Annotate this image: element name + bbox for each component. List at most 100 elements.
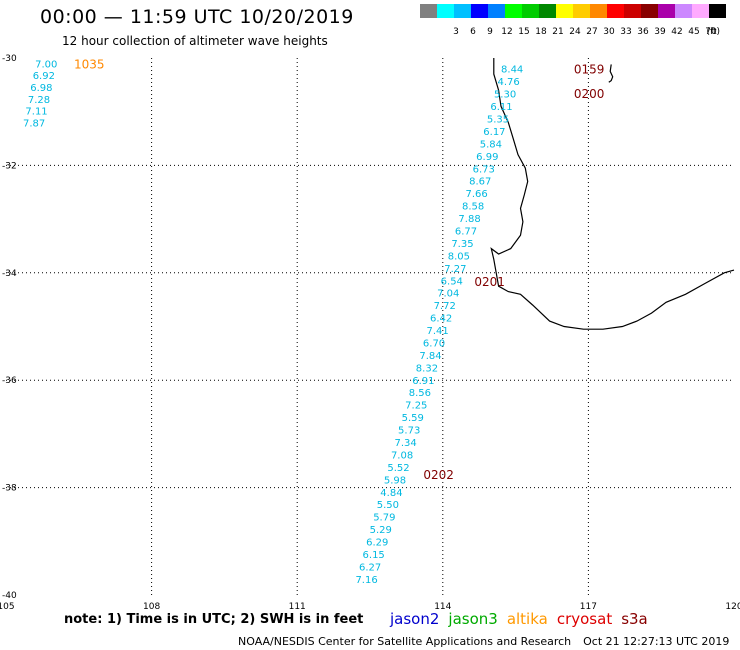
legend-altika: altika [506,610,548,628]
jason3-swh-value: 4.84 [380,488,402,499]
colorbar-swatch [556,4,573,18]
colorbar-swatch [488,4,505,18]
altika-swh-value: 7.87 [23,118,45,129]
lat-lon-grid [6,58,734,595]
jason3-swh-value: 6.15 [363,550,385,561]
lon-tick-label: 108 [143,602,160,612]
colorbar-swatch [573,4,590,18]
jason3-swh-value: 7.41 [426,326,448,337]
colorbar-swatch [658,4,675,18]
colorbar-swatch [607,4,624,18]
lat-tick-label: -34 [2,269,17,279]
jason3-swh-value: 5.29 [370,525,392,536]
legend-cryosat: cryosat [556,610,613,628]
lon-tick-label: 120 [725,602,740,612]
coastline [490,58,735,330]
jason3-swh-value: 5.50 [377,500,399,511]
wave-height-colorbar: 3 6 9 12 15 18 21 24 27 30 33 36 39 42 45 70(ft) [420,4,726,37]
colorbar-swatch [675,4,692,18]
colorbar-tick-label: 30 [603,27,615,37]
australia-coastline [490,58,735,330]
jason3-swh-value: 6.73 [473,164,495,175]
jason3-swh-value: 8.05 [448,251,470,262]
altika-swh-value: 6.92 [33,71,55,82]
colorbar-tick-label: 9 [487,27,493,37]
jason3-swh-value: 8.32 [416,363,438,374]
jason3-swh-value: 7.84 [419,351,441,362]
colorbar-tick-label: 21 [552,27,563,37]
altika-swh-value: 7.00 [35,59,57,70]
jason3-swh-value: 5.84 [480,139,502,150]
jason3-swh-value: 7.88 [458,214,480,225]
jason3-swh-value: 6.54 [441,276,463,287]
jason3-swh-value: 7.27 [444,264,466,275]
units-note: note: 1) Time is in UTC; 2) SWH is in fe… [64,612,364,627]
jason3-swh-value: 6.27 [359,562,381,573]
jason3-swh-value: 6.91 [412,376,434,387]
jason3-swh-value: 5.79 [373,513,395,524]
jason3-swh-value: 6.42 [430,314,452,325]
jason3-swh-value: 6.70 [423,338,445,349]
colorbar-tick-label: 36 [637,27,649,37]
colorbar-swatch [454,4,471,18]
jason3-swh-value: 6.11 [490,102,512,113]
lat-tick-label: -30 [2,54,17,64]
colorbar-swatch [641,4,658,18]
altika-time-label: 1035 [74,57,105,71]
jason3-swh-value: 7.35 [451,239,473,250]
jason3-swh-value: 6.29 [366,538,388,549]
legend-jason3: jason3 [448,610,498,628]
satellite-legend: jason2 jason3 altika cryosat s3a [390,610,657,628]
jason3-swh-value: 7.04 [437,289,459,300]
colorbar-unit: (ft) [706,27,720,37]
jason3-swh-value: 7.72 [434,301,456,312]
credit-text: NOAA/NESDIS Center for Satellite Applica… [238,635,572,648]
jason3-swh-value: 7.08 [391,450,413,461]
colorbar-tick-label: 70 [705,27,717,37]
chart-subtitle: 12 hour collection of altimeter wave hei… [62,34,328,48]
jason3-swh-value: 6.99 [476,152,498,163]
colorbar-tick-label: 3 [453,27,459,37]
jason3-swh-value: 5.52 [387,463,409,474]
colorbar-swatch [522,4,539,18]
colorbar-swatch [692,4,709,18]
lon-tick-label: 114 [434,602,451,612]
lat-tick-label: -40 [2,591,17,601]
jason3-swh-value: 8.67 [469,177,491,188]
jason3-swh-value: 5.98 [384,475,406,486]
jason3-swh-value: 6.17 [483,127,505,138]
colorbar-tick-label: 18 [535,27,547,37]
jason3-swh-value: 5.30 [494,90,516,101]
generated-timestamp: Oct 21 12:27:13 UTC 2019 [583,635,730,648]
jason3-swh-value: 6.77 [455,226,477,237]
lon-tick-label: 111 [289,602,306,612]
colorbar-swatch [505,4,522,18]
jason3-time-label: 0159 [574,63,605,77]
colorbar-swatch [471,4,488,18]
jason3-swh-value: 8.58 [462,202,484,213]
lat-tick-label: -32 [2,161,17,171]
colorbar-swatch [437,4,454,18]
colorbar-swatch [590,4,607,18]
jason3-time-label: 0201 [474,275,505,289]
lat-tick-label: -36 [2,376,17,386]
legend-jason2: jason2 [390,610,440,628]
jason3-swh-value: 5.59 [402,413,424,424]
jason3-swh-value: 4.76 [497,77,519,88]
jason3-swh-value: 7.66 [466,189,488,200]
footer-credit: NOAA/NESDIS Center for Satellite Applica… [238,635,729,648]
jason3-swh-value: 7.34 [395,438,417,449]
jason3-swh-value: 5.35 [487,115,509,126]
colorbar-tick-label: 6 [470,27,476,37]
jason3-time-label: 0202 [423,468,454,482]
lat-tick-label: -38 [2,484,17,494]
colorbar-tick-label: 15 [518,27,529,37]
colorbar-swatch [420,4,437,18]
jason3-swh-value: 8.56 [409,388,431,399]
colorbar-tick-label: 39 [654,27,666,37]
jason3-swh-value: 5.73 [398,426,420,437]
jason3-time-label: 0200 [574,87,605,101]
colorbar-swatch [539,4,556,18]
satellite-tracks: 8.444.76 5.306.11 5.356.175.84 6.996.73 8.67… [23,57,604,586]
